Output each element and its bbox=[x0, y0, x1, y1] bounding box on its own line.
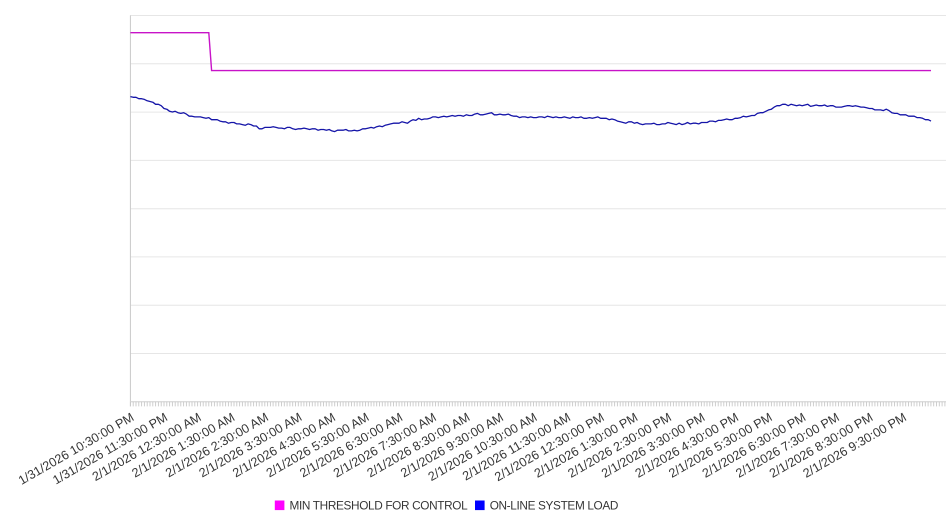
svg-text:MIN THRESHOLD FOR CONTROL: MIN THRESHOLD FOR CONTROL bbox=[290, 499, 469, 513]
svg-text:ON-LINE SYSTEM LOAD: ON-LINE SYSTEM LOAD bbox=[490, 499, 618, 513]
